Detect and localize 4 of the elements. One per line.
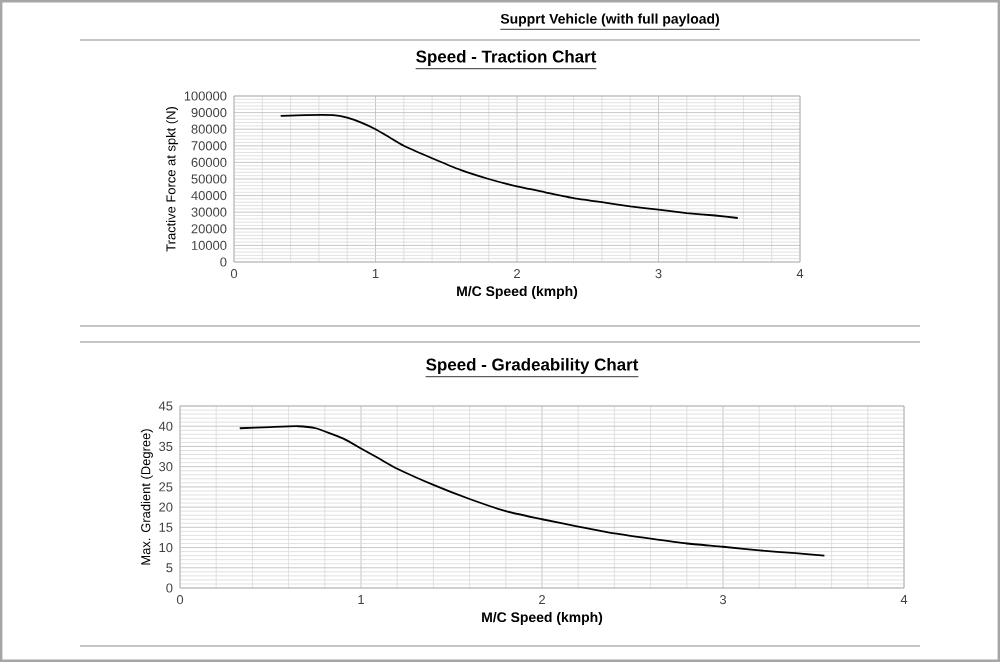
chart-title: Speed - Traction Chart: [416, 50, 597, 66]
chart-title: Speed - Gradeability Chart: [426, 358, 639, 374]
line-series: [238, 425, 826, 557]
line-series: [279, 114, 739, 219]
